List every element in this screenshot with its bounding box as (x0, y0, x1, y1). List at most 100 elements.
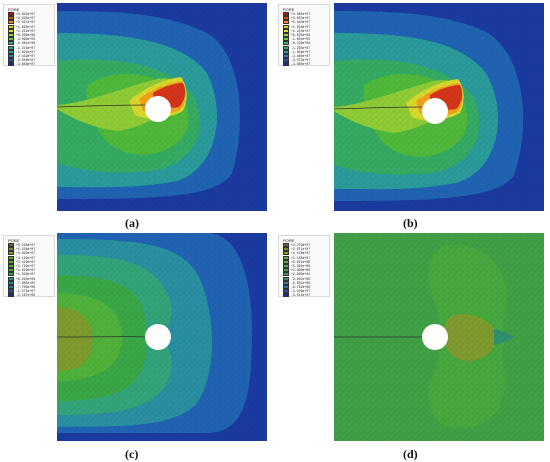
legend-rows: +6.228e+07 +5.528e+07 +4.829e+07 +4.129e+07… (8, 243, 36, 298)
legend-row: -1.235e+07 (283, 45, 310, 50)
legend-row: -3.685e+07 (283, 62, 310, 67)
legend-row: +2.029e+07 (8, 268, 36, 273)
legend-swatch (283, 264, 289, 269)
legend-swatch (283, 58, 289, 63)
legend-row: +6.228e+07 (8, 243, 36, 248)
legend-swatch (283, 247, 289, 252)
legend-value: +1.185e+07 (291, 255, 311, 260)
legend-value: +1.215e+07 (291, 28, 311, 33)
legend-value: -2.901e+06 (291, 276, 311, 281)
legend-b: PORE +3.665e+07 +3.053e+07 +2.440e+07 +1.82… (278, 4, 330, 67)
legend-value: +6.228e+07 (16, 243, 36, 248)
legend-row: -4.099e+03 (8, 37, 35, 42)
legend-swatch (8, 264, 14, 269)
legend-row: -1.216e+07 (8, 45, 35, 50)
legend-value: +6.036e+06 (16, 33, 36, 38)
legend-swatch (8, 53, 14, 58)
legend-swatch (8, 49, 14, 54)
legend-value: +2.029e+07 (16, 268, 36, 273)
panel-a: PORE +3.643e+07 +3.035e+07 +2.427e+07 +1.82… (0, 0, 275, 231)
legend-swatch (8, 62, 14, 67)
legend-value: +1.828e+07 (291, 24, 311, 29)
legend-row: +1.828e+07 (283, 24, 311, 29)
legend-title: PORE (8, 7, 20, 12)
legend-row: +2.960e+04 (283, 272, 311, 277)
legend-swatch (283, 12, 289, 17)
legend-value: +1.212e+07 (16, 28, 36, 33)
legend-swatch (283, 62, 289, 67)
legend-value: +6.025e+06 (291, 33, 311, 38)
legend-row: +4.829e+07 (8, 251, 35, 256)
legend-swatch (283, 272, 289, 277)
legend-value: +4.129e+07 (16, 255, 36, 260)
legend-row: +3.665e+07 (283, 12, 311, 17)
legend-value: +2.279e+07 (291, 243, 311, 248)
panel-caption: (d) (403, 447, 418, 461)
legend-title: PORE (8, 238, 20, 243)
contour-plot-d (334, 233, 544, 441)
legend-row: -2.460e+07 (283, 53, 311, 58)
legend-title: PORE (283, 7, 295, 12)
legend-swatch (8, 293, 14, 298)
legend-row: -2.432e+07 (8, 53, 35, 58)
legend-value: +3.429e+07 (16, 259, 36, 264)
legend-swatch (8, 255, 14, 260)
legend-value: -1.169e+07 (291, 289, 311, 294)
legend-row: +2.729e+07 (8, 264, 35, 269)
legend-row: +1.212e+07 (8, 28, 36, 33)
legend-swatch (283, 33, 289, 38)
legend-swatch (283, 289, 289, 294)
legend-value: +3.053e+07 (291, 16, 311, 21)
legend-row: +1.820e+07 (8, 24, 36, 29)
contour-plot-a (57, 3, 267, 211)
legend-swatch (283, 255, 289, 260)
legend-swatch (8, 28, 14, 33)
panel-caption: (a) (125, 216, 139, 230)
legend-row: +6.036e+06 (8, 33, 36, 38)
legend-row: +1.329e+07 (8, 272, 35, 277)
legend-value: -3.040e+07 (16, 58, 36, 63)
legend-value: -3.648e+07 (16, 62, 36, 67)
panel-d: PORE +2.279e+07 +2.071e+07 +1.478e+07 +1.18… (275, 231, 550, 462)
legend-row: -8.762e+06 (283, 284, 310, 289)
legend-value: +2.960e+04 (291, 272, 311, 277)
legend-swatch (283, 268, 289, 273)
legend-swatch (8, 24, 14, 29)
legend-d: PORE +2.279e+07 +2.071e+07 +1.478e+07 +1.18… (278, 235, 330, 298)
legend-row: -7.065e+05 (8, 280, 36, 285)
legend-swatch (283, 45, 289, 50)
legend-row: +3.643e+07 (8, 12, 35, 17)
legend-swatch (8, 243, 14, 248)
legend-value: +5.528e+07 (16, 247, 36, 252)
legend-value: -5.831e+06 (291, 280, 311, 285)
legend-row: -1.471e+07 (8, 289, 35, 294)
legend-row: +6.025e+06 (283, 33, 311, 38)
legend-value: +1.820e+07 (16, 24, 36, 29)
legend-value: +3.035e+07 (16, 16, 36, 21)
legend-value: +2.427e+07 (16, 20, 36, 25)
legend-value: +1.478e+07 (291, 251, 311, 256)
legend-swatch (8, 12, 14, 17)
legend-value: -3.073e+07 (291, 58, 311, 63)
legend-row: +3.429e+07 (8, 259, 36, 264)
legend-row: -1.848e+07 (283, 49, 310, 54)
panel-caption: (c) (125, 447, 139, 461)
legend-swatch (8, 16, 14, 21)
legend-value: -2.460e+07 (291, 53, 311, 58)
panel-c: PORE +6.228e+07 +5.528e+07 +4.829e+07 +4.12… (0, 231, 275, 462)
legend-value: -1.004e+05 (291, 37, 311, 42)
legend-row: -3.073e+07 (283, 58, 311, 63)
legend-row: +5.528e+07 (8, 247, 36, 252)
legend-swatch (283, 37, 289, 42)
legend-value: +3.665e+07 (291, 12, 311, 17)
legend-swatch (283, 28, 289, 33)
legend-swatch (283, 280, 289, 285)
legend-value: +2.440e+07 (291, 20, 311, 25)
legend-value: -7.065e+05 (16, 280, 36, 285)
legend-row: +1.215e+07 (283, 28, 311, 33)
legend-title: PORE (283, 238, 295, 243)
legend-swatch (8, 247, 14, 252)
legend-row: -3.648e+07 (8, 62, 36, 67)
legend-row: +6.293e+06 (8, 276, 35, 281)
contour-plot-c (57, 233, 267, 441)
